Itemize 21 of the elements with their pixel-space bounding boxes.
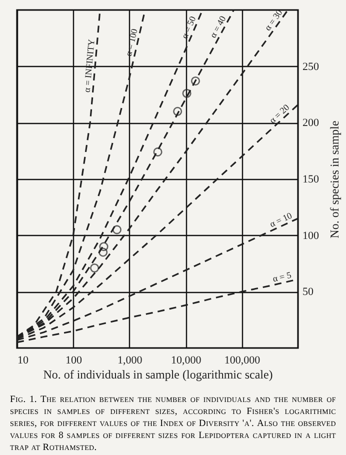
x-tick-label: 1,000 [118, 354, 143, 366]
y-tick-label: 250 [302, 60, 320, 73]
text: α = 40 [208, 14, 228, 40]
text: α = 100 [123, 27, 140, 58]
x-tick-label: 10 [18, 354, 29, 366]
y-tick-label: 100 [302, 230, 320, 242]
x-tick-label: 10,000 [170, 354, 202, 366]
y-axis-title: No. of species in sample [328, 120, 342, 238]
text: α = 50 [179, 14, 198, 40]
text: α = 30 [262, 7, 284, 32]
x-tick-label: 100,000 [224, 354, 261, 366]
caption: Fig. 1. The relation between the number of individuals and the number of species in samples of different sizes, according to Fisher's logarithmic series, for different values of the Index of Diversity 'α'. Also the observed values for 8 samples of different sizes for Lepidoptera captured in a light trap at Rothamsted. [10, 394, 336, 454]
y-tick-label: 200 [302, 117, 320, 130]
y-tick-label: 50 [302, 286, 314, 298]
text: α = 10 [268, 210, 294, 230]
y-tick-label: 150 [302, 174, 320, 186]
text: α = 5 [272, 270, 293, 284]
text: α = INFINITY [82, 38, 96, 93]
text: α = 20 [267, 102, 292, 126]
x-axis-title: No. of individuals in sample (logarithmic scale) [43, 368, 273, 382]
x-tick-label: 100 [65, 354, 82, 366]
